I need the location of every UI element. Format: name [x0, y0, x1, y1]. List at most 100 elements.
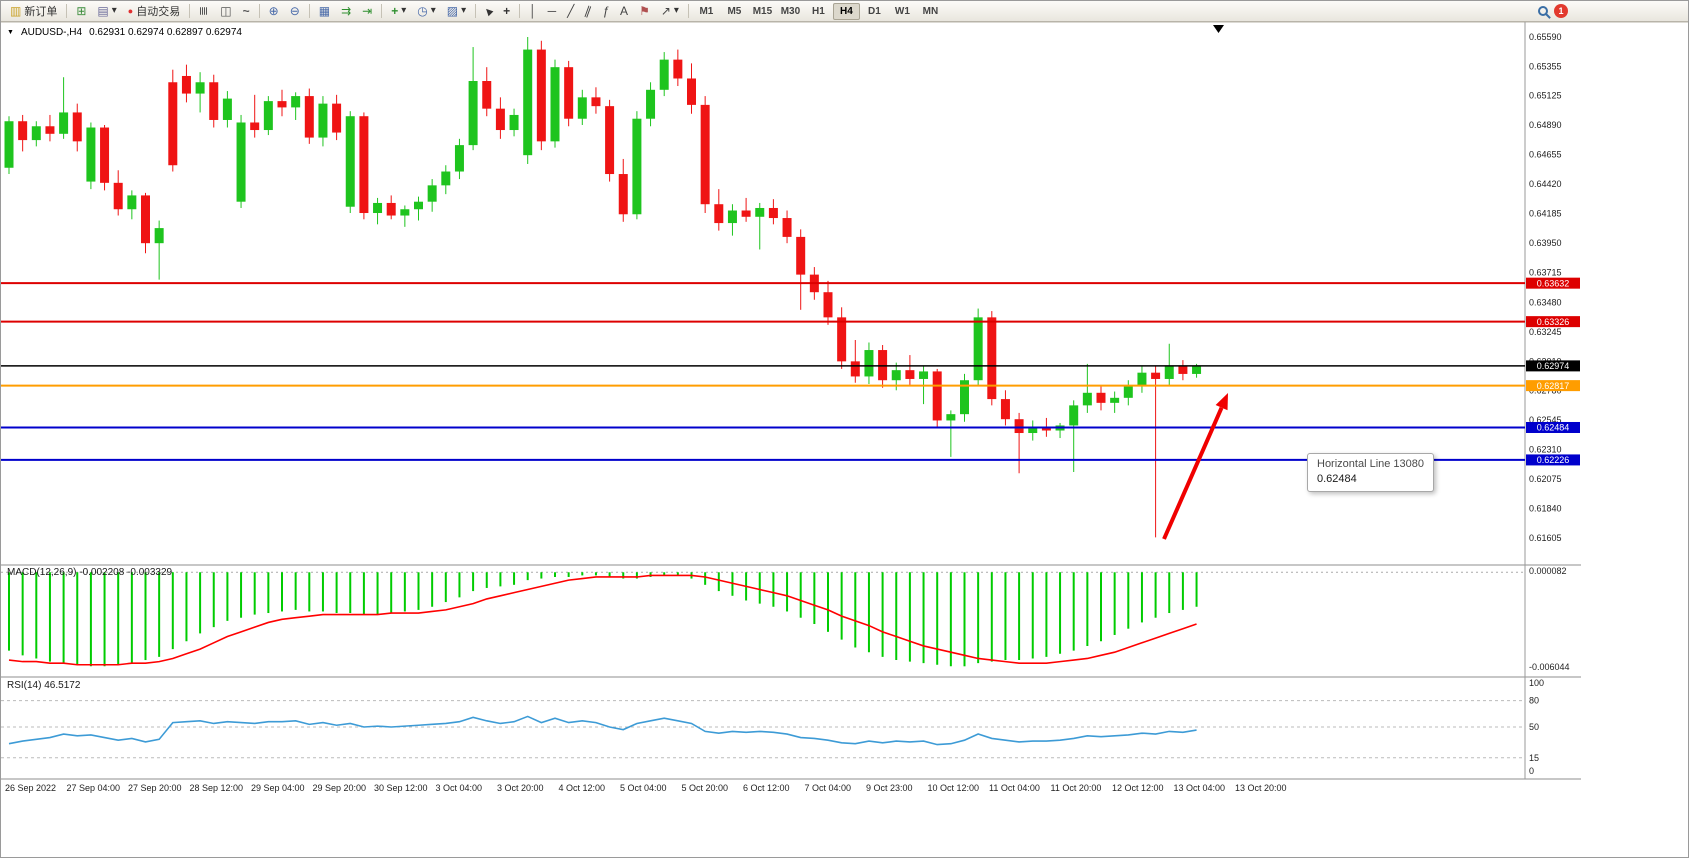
- line-chart-button[interactable]: ~: [238, 2, 255, 20]
- trendline-button[interactable]: ╱: [562, 2, 579, 20]
- price-axis-label: 0.65355: [1529, 62, 1562, 72]
- timeframe-d1-button[interactable]: D1: [868, 5, 881, 17]
- text-button[interactable]: A: [615, 2, 633, 20]
- label-flag-icon: ⚑: [639, 4, 650, 18]
- timeframe-w1-button[interactable]: W1: [894, 5, 910, 17]
- candle-body: [414, 201, 423, 210]
- indicators-button[interactable]: + ▾: [386, 2, 411, 20]
- candle-body: [523, 49, 533, 156]
- price-axis-label: 0.64655: [1529, 150, 1562, 160]
- cursor-button[interactable]: ▶: [480, 2, 497, 20]
- price-axis-label: 0.63245: [1529, 327, 1562, 337]
- price-tag: [1526, 277, 1580, 289]
- price-axis-label: 0.63715: [1529, 268, 1562, 278]
- price-axis-label: 0.64185: [1529, 209, 1562, 219]
- candle-body: [209, 82, 219, 120]
- time-axis-label: 28 Sep 12:00: [190, 783, 244, 793]
- macd-indicator-label: MACD(12,26,9) -0.002208 -0.003329: [7, 567, 173, 578]
- candle-body: [837, 317, 847, 362]
- bar-chart-button[interactable]: ≣: [194, 2, 214, 20]
- zoom-in-button[interactable]: ⊕: [264, 2, 284, 20]
- zoom-out-button[interactable]: ⊖: [285, 2, 305, 20]
- timeframe-m15-button[interactable]: M15: [752, 5, 773, 17]
- time-axis-label: 5 Oct 20:00: [682, 783, 729, 793]
- periods-button[interactable]: ◷ ▾: [412, 2, 441, 20]
- candle-body: [250, 122, 260, 131]
- candle-body: [687, 78, 696, 105]
- candle-body: [181, 75, 191, 94]
- templates-button[interactable]: ▨ ▾: [442, 2, 471, 20]
- arrows-button[interactable]: ↗ ▾: [656, 2, 684, 20]
- search-icon[interactable]: [1538, 6, 1548, 16]
- notification-badge[interactable]: 1: [1554, 4, 1568, 18]
- timeframe-m5-button[interactable]: M5: [727, 5, 742, 17]
- pane-borders: [1, 21, 1688, 780]
- vertical-line-button[interactable]: │: [524, 2, 542, 20]
- subwindow-collapse-icon[interactable]: [1213, 25, 1224, 33]
- candle-chart-button[interactable]: ◫: [215, 2, 236, 20]
- candle-body: [1014, 419, 1024, 434]
- candle-body: [646, 89, 656, 119]
- auto-scroll-icon: ⇉: [341, 4, 352, 18]
- price-axis-label: 0.65590: [1529, 32, 1562, 42]
- main-toolbar: ▥ 新订单 ⊞ ▤ ▾ ● 自动交易 ≣ ◫ ~ ⊕ ⊖: [1, 1, 1688, 22]
- candle-body: [1041, 426, 1051, 431]
- bar-chart-icon: ≣: [197, 5, 212, 17]
- timeframe-h1-button[interactable]: H1: [812, 5, 825, 17]
- label-button[interactable]: ⚑: [634, 2, 655, 20]
- dropdown-icon: ▾: [401, 5, 407, 16]
- candle-body: [960, 380, 969, 415]
- price-tag: [1526, 421, 1580, 433]
- time-axis-label: 11 Oct 20:00: [1051, 783, 1102, 793]
- candle-body: [332, 103, 342, 133]
- candle-body: [536, 49, 546, 142]
- profiles-button[interactable]: ▤ ▾: [92, 2, 121, 20]
- macd-signal-line: [8, 574, 1197, 666]
- chart-shift-button[interactable]: ⇥: [357, 2, 377, 20]
- macd-axis-label: 0.000082: [1529, 566, 1567, 576]
- time-axis-label: 6 Oct 12:00: [743, 783, 790, 793]
- auto-scroll-button[interactable]: ⇉: [336, 2, 356, 20]
- crosshair-button[interactable]: +: [498, 2, 515, 20]
- channel-button[interactable]: ∥: [580, 2, 596, 20]
- candle-body: [1151, 372, 1161, 379]
- candle-body: [304, 96, 314, 138]
- trend-arrow-shaft[interactable]: [1162, 406, 1224, 540]
- symbol-dropdown-icon[interactable]: ▼: [7, 29, 14, 36]
- timeframe-m1-button[interactable]: M1: [699, 5, 714, 17]
- new-order-button[interactable]: ▥ 新订单: [5, 2, 62, 20]
- price-axis-label: 0.63480: [1529, 297, 1562, 307]
- horizontal-line-button[interactable]: ─: [543, 2, 562, 20]
- candle-body: [318, 103, 328, 138]
- tile-windows-button[interactable]: ▦: [314, 2, 335, 20]
- toolbar-separator: [475, 4, 477, 18]
- candle-body: [1096, 392, 1106, 403]
- rsi-axis-label: 50: [1529, 722, 1539, 732]
- rsi-axis-label: 100: [1529, 678, 1544, 688]
- timeframe-h4-button[interactable]: H4: [832, 2, 860, 20]
- time-axis-label: 26 Sep 2022: [5, 783, 56, 793]
- time-axis-label: 29 Sep 04:00: [251, 783, 305, 793]
- candle-body: [605, 106, 615, 175]
- timeframe-m30-button[interactable]: M30: [780, 5, 801, 17]
- candle-chart-icon: ◫: [220, 4, 232, 18]
- candle-body: [1082, 392, 1092, 406]
- trend-arrow-head[interactable]: [1215, 393, 1228, 411]
- tooltip-object-name: Horizontal Line 13080: [1317, 458, 1425, 470]
- chart-shift-icon: ⇥: [362, 4, 373, 18]
- trendline-icon: ╱: [567, 4, 575, 18]
- candle-body: [86, 127, 96, 182]
- time-axis-label: 13 Oct 04:00: [1174, 783, 1226, 793]
- horizontal-lines: [1, 282, 1525, 461]
- time-axis-label: 27 Sep 20:00: [128, 783, 182, 793]
- fibonacci-button[interactable]: ƒ: [597, 2, 614, 20]
- chart-windows-button[interactable]: ⊞: [71, 2, 91, 20]
- arrow-tool-icon: ↗: [660, 4, 671, 18]
- candle-body: [782, 218, 792, 237]
- candle-body: [823, 292, 833, 318]
- rsi-line: [8, 715, 1197, 746]
- autotrade-button[interactable]: ● 自动交易: [123, 2, 185, 20]
- timeframe-mn-button[interactable]: MN: [922, 5, 939, 17]
- toolbar-right-group: 1: [1538, 4, 1568, 18]
